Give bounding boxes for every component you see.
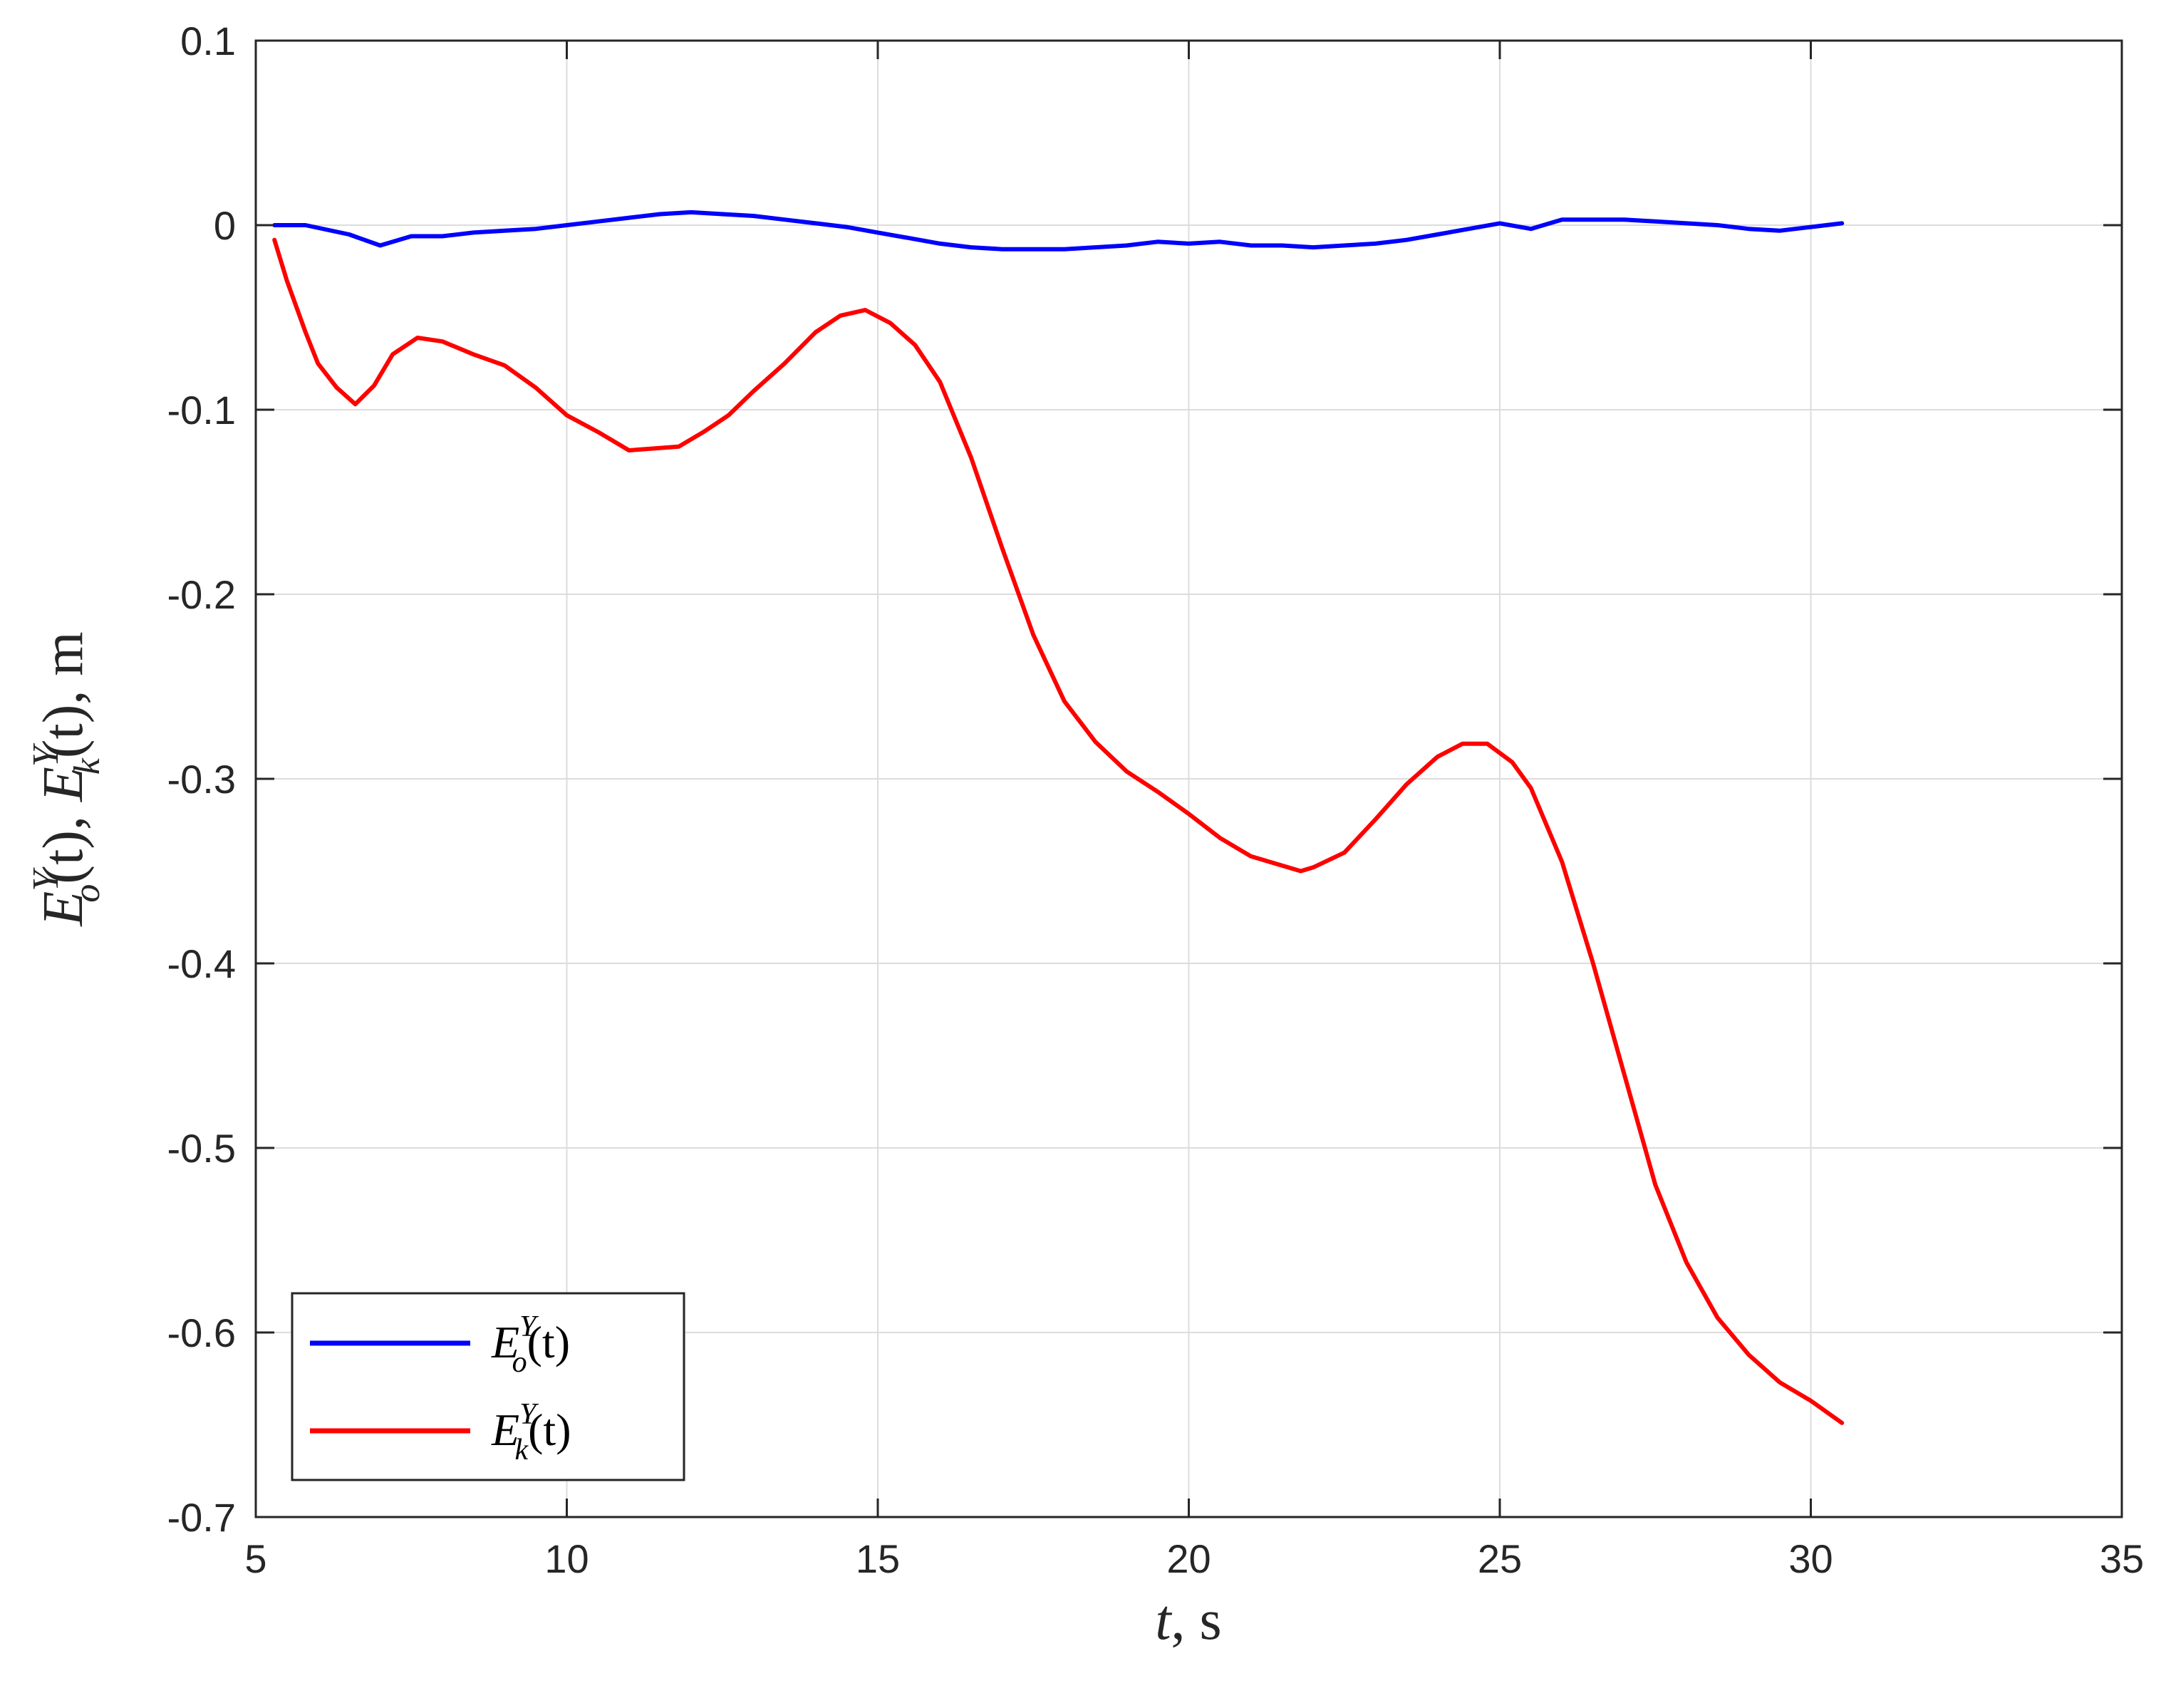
y-tick-label: -0.4 — [167, 941, 237, 986]
legend-label-series-0: EY o(t) — [491, 1310, 570, 1379]
legend-1-sup: Y — [519, 1398, 539, 1431]
series-line-0 — [272, 209, 1845, 252]
y-tick-label: -0.7 — [167, 1495, 237, 1540]
y-label-main-1: E — [32, 891, 95, 927]
y-label-sub-2: k — [67, 757, 108, 775]
legend-1-arg: (t) — [528, 1404, 571, 1455]
legend-0-sub: o — [512, 1346, 527, 1379]
y-label-sub-1: o — [67, 884, 108, 903]
series-layer — [272, 209, 1845, 1425]
legend-box — [291, 1292, 685, 1481]
y-label-arg-2: (t) — [32, 705, 95, 759]
tick-labels: 5 10 15 20 25 30 35 0.1 0 -0.1 -0.2 -0.3 -0.4 -0.5 -0.… — [167, 19, 2145, 1581]
y-label-sep: , — [32, 802, 95, 830]
y-tick-label: -0.1 — [167, 388, 237, 433]
x-tick-label: 10 — [544, 1536, 589, 1581]
x-axis-label-rest: , s — [1171, 1589, 1222, 1652]
x-tick-label: 20 — [1166, 1536, 1211, 1581]
legend-label-series-1: EY k(t) — [491, 1398, 571, 1466]
x-tick-label: 30 — [1788, 1536, 1833, 1581]
y-tick-label: -0.3 — [167, 757, 237, 802]
plot-area — [254, 39, 2123, 1518]
y-tick-label: -0.6 — [167, 1310, 237, 1355]
x-tick-label: 15 — [856, 1536, 900, 1581]
legend-0-arg: (t) — [527, 1317, 570, 1367]
y-tick-label: 0 — [214, 203, 236, 248]
legend-1-sub: k — [514, 1434, 529, 1466]
y-tick-label: -0.5 — [167, 1126, 237, 1171]
x-axis-label: t, s — [1155, 1589, 1221, 1652]
ticks — [254, 39, 2123, 1518]
x-tick-label: 5 — [244, 1536, 266, 1581]
y-axis-label: EYo(t), EYk(t), m — [26, 631, 108, 926]
legend-1-main: E — [491, 1404, 519, 1455]
y-label-arg-1: (t) — [32, 830, 95, 884]
y-tick-label: -0.2 — [167, 572, 237, 617]
y-label-unit: , m — [32, 631, 95, 704]
legend: EY o(t) EY k(t) — [291, 1292, 685, 1481]
y-label-sup-2: Y — [26, 742, 66, 767]
x-axis-label-var: t — [1155, 1589, 1172, 1652]
x-tick-label: 35 — [2100, 1536, 2144, 1581]
x-tick-label: 25 — [1478, 1536, 1522, 1581]
y-tick-label: 0.1 — [180, 19, 236, 63]
legend-0-main: E — [491, 1317, 519, 1367]
series-line-1 — [272, 237, 1845, 1425]
y-label-main-2: E — [32, 767, 95, 802]
